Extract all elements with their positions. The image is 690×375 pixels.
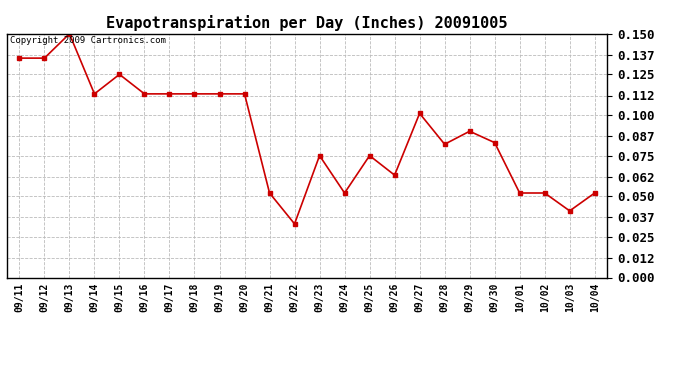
Text: Copyright 2009 Cartronics.com: Copyright 2009 Cartronics.com (10, 36, 166, 45)
Title: Evapotranspiration per Day (Inches) 20091005: Evapotranspiration per Day (Inches) 2009… (106, 15, 508, 31)
